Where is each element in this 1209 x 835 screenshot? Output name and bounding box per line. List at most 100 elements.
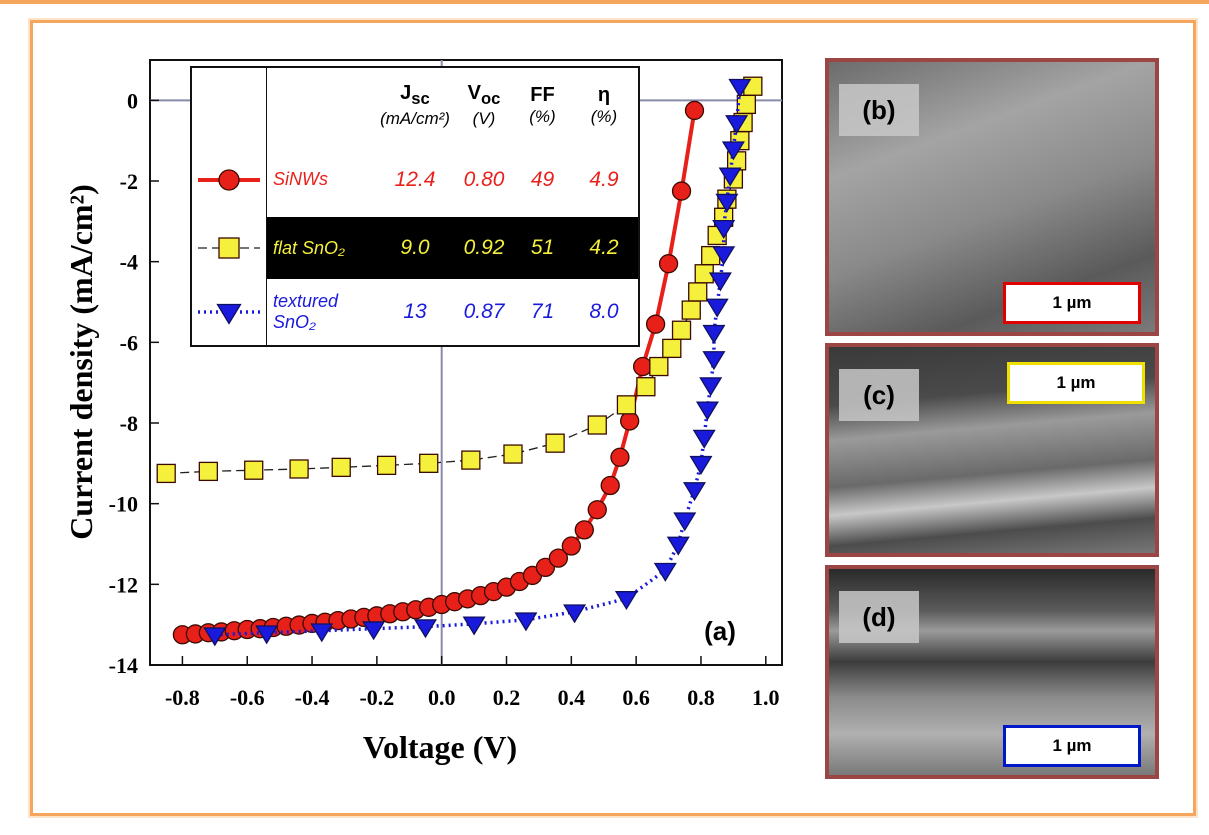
marker <box>218 168 240 191</box>
y-tick-label: -4 <box>120 250 138 275</box>
y-tick-label: -2 <box>120 169 138 194</box>
marker <box>712 246 736 266</box>
y-tick-label: -6 <box>120 330 138 355</box>
marker <box>718 167 742 187</box>
marker <box>587 500 607 520</box>
sem-panel: (d) 1 µm <box>825 565 1159 779</box>
legend-table: Jsc (mA/cm²) Voc (V) FF (%) η (%) SiNWs 12.4 0… <box>190 66 640 347</box>
marker <box>503 444 523 464</box>
marker <box>692 429 716 449</box>
legend-value: 49 <box>530 167 555 191</box>
legend-value: 0.87 <box>463 300 505 323</box>
legend-key <box>198 168 260 191</box>
marker <box>610 447 630 467</box>
legend-value: 0.92 <box>453 217 515 279</box>
ticks: -0.8 -0.6 -0.4 -0.2 0.0 0.2 0.4 0.6 0.8 1.0 0 -2 -4 -… <box>109 88 780 710</box>
marker <box>362 621 386 641</box>
marker <box>632 356 653 377</box>
legend-value: 9.0 <box>377 217 453 279</box>
marker <box>244 460 264 480</box>
scale-bar: 1 µm <box>1003 725 1141 767</box>
series-line <box>214 86 742 637</box>
legend-header-blank <box>267 68 377 142</box>
marker <box>156 463 176 484</box>
series <box>156 76 763 647</box>
marker <box>673 512 697 532</box>
legend-key <box>198 303 260 325</box>
marker <box>715 193 739 213</box>
marker <box>331 457 351 478</box>
marker <box>461 450 481 470</box>
header-symbol: J <box>400 81 412 104</box>
marker <box>705 298 729 318</box>
x-tick-label: 0.4 <box>558 685 586 710</box>
top-rule <box>0 0 1209 4</box>
header-symbol: FF <box>530 83 555 106</box>
y-tick-label: -8 <box>120 411 138 436</box>
legend-value: 71 <box>530 300 555 323</box>
x-tick-label: -0.6 <box>230 685 265 710</box>
marker <box>535 557 556 578</box>
x-tick-label: -0.8 <box>165 685 200 710</box>
x-tick-label: 0.6 <box>622 685 650 710</box>
x-tick-label: 1.0 <box>752 685 780 710</box>
marker <box>600 475 620 496</box>
header-symbol: η <box>597 83 611 106</box>
legend-name: textured SnO₂ <box>273 291 339 332</box>
marker <box>561 536 581 556</box>
marker <box>728 78 752 98</box>
panel-label: (b) <box>839 84 919 136</box>
legend-header-blank <box>192 68 267 142</box>
marker <box>514 612 538 632</box>
marker <box>198 461 218 482</box>
y-axis-title: Current density (mA/cm²) <box>63 184 99 540</box>
panel-label: (d) <box>839 591 919 643</box>
column-header: FF (%) <box>515 68 570 142</box>
panel-label: (c) <box>839 369 919 421</box>
legend-symbol <box>192 142 267 217</box>
sem-panel: (b) 1 µm <box>825 58 1159 336</box>
marker <box>653 562 677 582</box>
y-tick-label: 0 <box>127 88 138 113</box>
marker <box>671 320 692 340</box>
marker <box>413 619 437 639</box>
marker <box>614 591 638 611</box>
legend-symbol <box>192 279 267 345</box>
y-tick-label: -14 <box>109 653 138 678</box>
y-tick-label: -10 <box>109 492 138 517</box>
marker <box>310 623 334 643</box>
header-symbol: V <box>467 81 481 104</box>
y-tick-label: -12 <box>109 572 138 597</box>
marker <box>649 356 669 377</box>
header-sub: sc <box>411 88 430 108</box>
legend-value: 4.9 <box>589 167 619 191</box>
x-tick-label: -0.2 <box>359 685 394 710</box>
marker <box>702 324 726 344</box>
series-group <box>203 78 752 647</box>
marker <box>376 455 397 476</box>
legend-value: 4.2 <box>570 217 638 279</box>
legend-value: 13 <box>403 300 427 323</box>
column-header: Voc (V) <box>453 68 515 142</box>
marker <box>662 338 682 359</box>
marker <box>712 219 736 239</box>
marker <box>684 100 705 121</box>
marker <box>688 282 708 302</box>
legend-key <box>198 237 260 259</box>
figure-frame <box>30 20 1196 816</box>
marker <box>587 415 607 435</box>
marker <box>666 536 690 556</box>
marker <box>545 433 565 453</box>
marker <box>616 395 637 415</box>
marker <box>218 237 240 259</box>
marker <box>216 303 242 325</box>
header-unit: (%) <box>529 106 556 126</box>
marker <box>419 453 439 473</box>
legend-value: 0.80 <box>463 167 505 191</box>
marker <box>563 604 587 624</box>
marker <box>636 377 656 397</box>
scale-bar: 1 µm <box>1007 362 1145 404</box>
x-tick-label: 0.2 <box>493 685 521 710</box>
marker <box>203 627 227 647</box>
